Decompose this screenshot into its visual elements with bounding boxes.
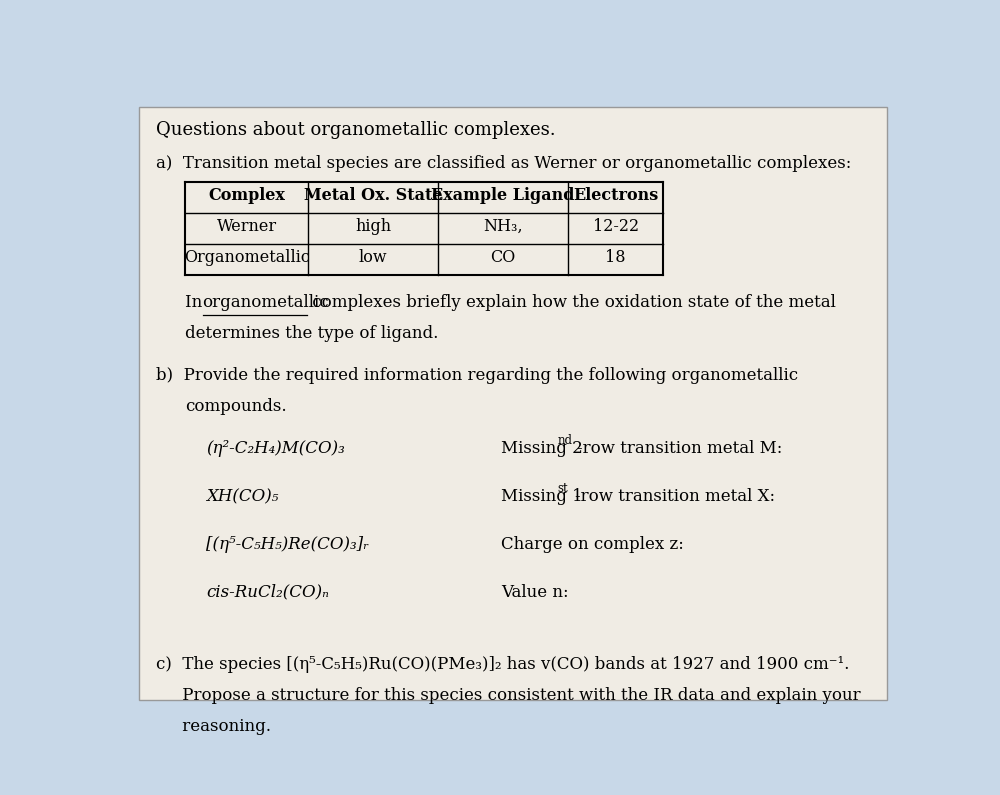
Text: [(η⁵-C₅H₅)Re(CO)₃]ᵣ: [(η⁵-C₅H₅)Re(CO)₃]ᵣ [206,536,369,553]
Text: Missing 1: Missing 1 [501,488,583,505]
Text: determines the type of ligand.: determines the type of ligand. [185,325,439,342]
Text: 12-22: 12-22 [593,218,639,235]
Text: a)  Transition metal species are classified as Werner or organometallic complexe: a) Transition metal species are classifi… [156,155,851,172]
Text: Value n:: Value n: [501,584,568,600]
Text: (η²-C₂H₄)M(CO)₃: (η²-C₂H₄)M(CO)₃ [206,440,345,457]
Text: Organometallic: Organometallic [184,249,310,266]
Text: reasoning.: reasoning. [156,718,271,735]
Text: high: high [355,218,391,235]
Text: Propose a structure for this species consistent with the IR data and explain you: Propose a structure for this species con… [156,687,861,704]
Text: In: In [185,294,208,311]
Text: organometallic: organometallic [202,294,329,311]
Text: Example Ligand: Example Ligand [431,187,575,204]
Text: Missing 2: Missing 2 [501,440,583,457]
Text: Charge on complex z:: Charge on complex z: [501,536,684,553]
Text: st: st [558,482,568,495]
Text: 18: 18 [605,249,626,266]
Text: complexes briefly explain how the oxidation state of the metal: complexes briefly explain how the oxidat… [307,294,836,311]
Text: Werner: Werner [217,218,277,235]
Text: low: low [359,249,387,266]
Text: nd: nd [558,434,573,448]
Text: XH(CO)₅: XH(CO)₅ [206,488,279,505]
Text: -row transition metal X:: -row transition metal X: [575,488,775,505]
Text: NH₃,: NH₃, [483,218,523,235]
Text: b)  Provide the required information regarding the following organometallic: b) Provide the required information rega… [156,367,798,384]
Text: CO: CO [491,249,516,266]
Text: -row transition metal M:: -row transition metal M: [577,440,783,457]
Text: cis-RuCl₂(CO)ₙ: cis-RuCl₂(CO)ₙ [206,584,329,600]
Text: Metal Ox. State: Metal Ox. State [304,187,442,204]
Text: c)  The species [(η⁵-C₅H₅)Ru(CO)(PMe₃)]₂ has v(CO) bands at 1927 and 1900 cm⁻¹.: c) The species [(η⁵-C₅H₅)Ru(CO)(PMe₃)]₂ … [156,656,849,673]
Text: Complex: Complex [208,187,285,204]
Text: compounds.: compounds. [185,398,287,415]
FancyBboxPatch shape [139,107,887,700]
Text: Questions about organometallic complexes.: Questions about organometallic complexes… [156,121,556,139]
Text: Electrons: Electrons [573,187,658,204]
